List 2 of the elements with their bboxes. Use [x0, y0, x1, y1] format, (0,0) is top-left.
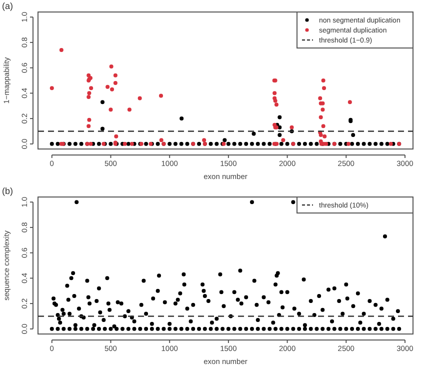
chart-title: (a)	[2, 1, 13, 11]
chart-title: (b)	[2, 186, 13, 196]
